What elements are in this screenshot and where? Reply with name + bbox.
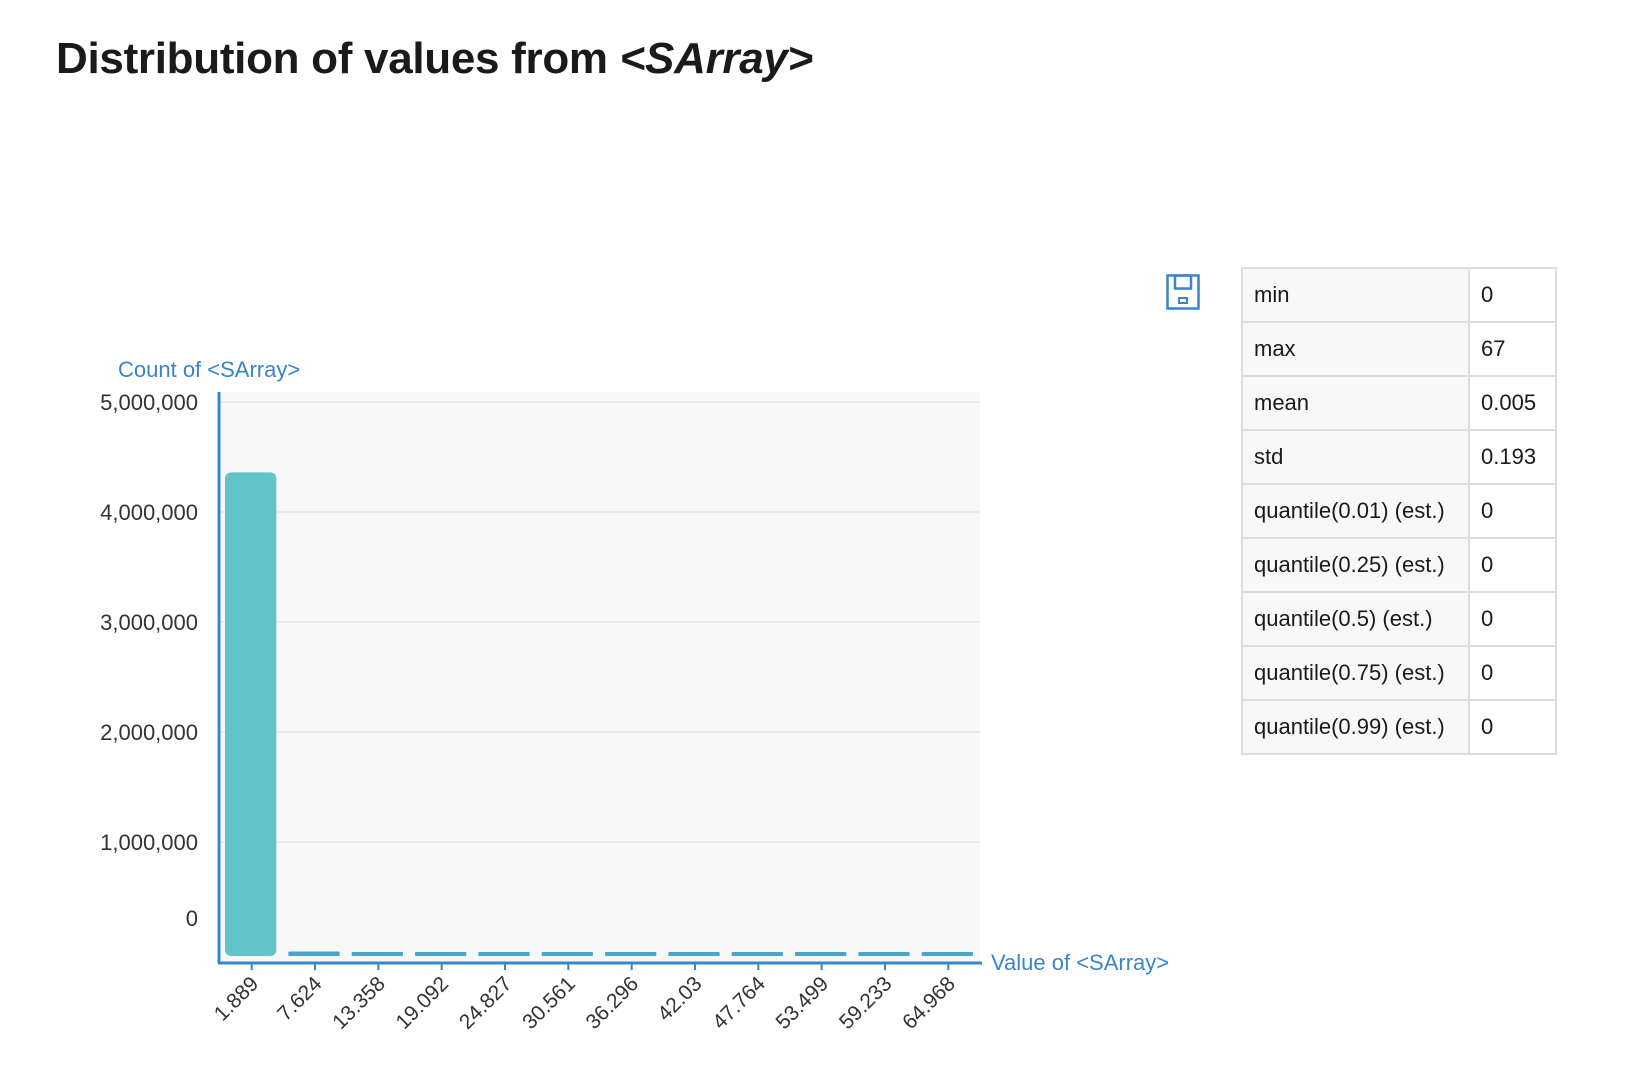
x-tick: 13.358 xyxy=(328,963,390,1034)
stat-value: 0 xyxy=(1468,537,1557,593)
stats-row: std 0.193 xyxy=(1241,429,1557,485)
plot-area xyxy=(218,392,980,963)
x-tick: 19.092 xyxy=(392,963,454,1034)
save-icon-label xyxy=(1178,297,1188,304)
stat-value: 0 xyxy=(1468,267,1557,323)
histogram-bar[interactable] xyxy=(668,951,720,956)
y-tick-label: 2,000,000 xyxy=(100,720,198,745)
stat-name: std xyxy=(1241,429,1470,485)
histogram-bar[interactable] xyxy=(858,951,910,956)
stat-value: 0.005 xyxy=(1468,375,1557,431)
stat-name: max xyxy=(1241,321,1470,377)
y-tick-label: 3,000,000 xyxy=(100,610,198,635)
stats-row: quantile(0.75) (est.) 0 xyxy=(1241,645,1557,701)
histogram-bar[interactable] xyxy=(478,951,530,956)
x-tick: 30.561 xyxy=(518,963,580,1034)
stat-value: 0 xyxy=(1468,591,1557,647)
summary-stats-table: min 0 max 67 mean 0.005 std 0.193 quantile(0.01)… xyxy=(1241,267,1557,755)
histogram-bar[interactable] xyxy=(795,951,847,956)
stats-row: quantile(0.25) (est.) 0 xyxy=(1241,537,1557,593)
histogram-bar[interactable] xyxy=(288,951,340,956)
save-icon[interactable] xyxy=(1166,274,1200,310)
x-axis-label: Value of <SArray> xyxy=(991,950,1169,975)
x-tick-label: 53.499 xyxy=(772,972,834,1034)
stat-value: 0 xyxy=(1468,699,1557,755)
stats-row: quantile(0.5) (est.) 0 xyxy=(1241,591,1557,647)
stats-row: max 67 xyxy=(1241,321,1557,377)
x-tick-label: 30.561 xyxy=(518,972,580,1034)
stat-name: quantile(0.5) (est.) xyxy=(1241,591,1470,647)
y-tick-label: 5,000,000 xyxy=(100,390,198,415)
x-tick-label: 36.296 xyxy=(582,972,644,1034)
histogram-bar[interactable] xyxy=(731,951,783,956)
stat-value: 0 xyxy=(1468,483,1557,539)
y-tick-label: 1,000,000 xyxy=(100,830,198,855)
histogram-bar[interactable] xyxy=(921,951,973,956)
y-axis-label: Count of <SArray> xyxy=(118,357,300,382)
stat-value: 67 xyxy=(1468,321,1557,377)
x-tick-label: 19.092 xyxy=(392,972,454,1034)
x-tick-label: 64.968 xyxy=(898,972,960,1034)
stat-name: quantile(0.25) (est.) xyxy=(1241,537,1470,593)
title-emphasis: <SArray> xyxy=(619,34,814,83)
y-tick-label: 0 xyxy=(186,906,198,931)
x-tick: 53.499 xyxy=(772,963,834,1034)
histogram-bar[interactable] xyxy=(415,951,467,956)
stat-name: quantile(0.99) (est.) xyxy=(1241,699,1470,755)
stat-value: 0 xyxy=(1468,645,1557,701)
histogram-bar[interactable] xyxy=(541,951,593,956)
x-tick: 7.624 xyxy=(273,963,327,1026)
stats-row: mean 0.005 xyxy=(1241,375,1557,431)
x-tick-label: 47.764 xyxy=(708,972,770,1034)
bars xyxy=(225,472,973,956)
title-prefix: Distribution of values from xyxy=(56,34,620,83)
x-tick-labels: 1.889 7.624 13.358 19.092 24.827 30.561 36.296… xyxy=(210,963,960,1034)
x-tick-label: 59.233 xyxy=(835,972,897,1034)
stat-name: quantile(0.01) (est.) xyxy=(1241,483,1470,539)
x-tick-label: 13.358 xyxy=(328,972,390,1034)
x-tick-label: 7.624 xyxy=(273,972,327,1026)
page-title: Distribution of values from <SArray> xyxy=(56,34,813,84)
y-tick-label: 4,000,000 xyxy=(100,500,198,525)
x-tick-label: 24.827 xyxy=(455,972,517,1034)
x-tick: 64.968 xyxy=(898,963,960,1034)
x-tick: 1.889 xyxy=(210,963,263,1026)
stats-row: quantile(0.01) (est.) 0 xyxy=(1241,483,1557,539)
stat-name: mean xyxy=(1241,375,1470,431)
histogram-bar[interactable] xyxy=(605,951,657,956)
x-tick: 47.764 xyxy=(708,963,770,1034)
x-tick: 36.296 xyxy=(582,963,644,1034)
stat-value: 0.193 xyxy=(1468,429,1557,485)
x-tick-label: 42.03 xyxy=(653,972,706,1025)
y-tick-labels: 0 1,000,000 2,000,000 3,000,000 4,000,000 5,0… xyxy=(100,390,198,931)
x-tick: 59.233 xyxy=(835,963,897,1034)
save-icon-shutter xyxy=(1173,274,1193,290)
x-tick-label: 1.889 xyxy=(210,972,263,1025)
x-tick: 42.03 xyxy=(653,963,707,1026)
grid-lines xyxy=(220,401,980,843)
histogram-bar[interactable] xyxy=(351,951,403,956)
stats-row: quantile(0.99) (est.) 0 xyxy=(1241,699,1557,755)
histogram-bar[interactable] xyxy=(225,472,277,956)
x-tick: 24.827 xyxy=(455,963,517,1034)
stat-name: min xyxy=(1241,267,1470,323)
stats-row: min 0 xyxy=(1241,267,1557,323)
stat-name: quantile(0.75) (est.) xyxy=(1241,645,1470,701)
histogram-chart: 0 1,000,000 2,000,000 3,000,000 4,000,000 5,0… xyxy=(100,357,1169,1034)
